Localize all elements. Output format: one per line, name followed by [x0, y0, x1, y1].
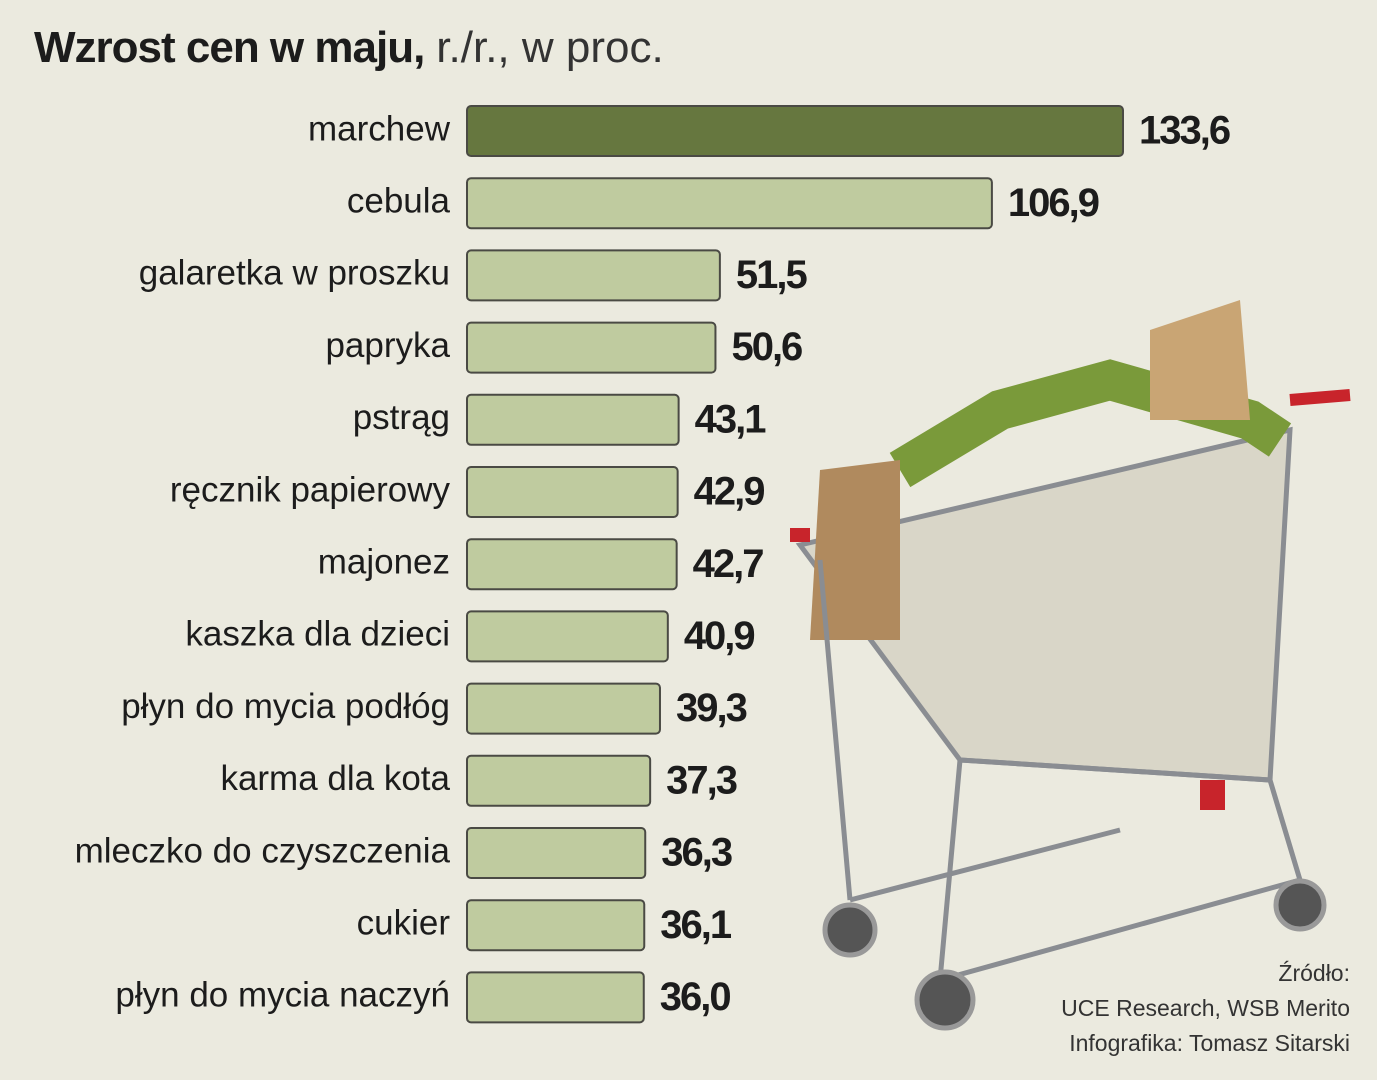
- category-label: ręcznik papierowy: [170, 470, 451, 509]
- bar: [466, 105, 1124, 157]
- bar: [466, 754, 652, 807]
- bar: [466, 321, 717, 374]
- value-label: 42,9: [694, 470, 765, 514]
- bar: [466, 177, 993, 230]
- source-note: UCE Research, WSB Merito: [1061, 995, 1350, 1021]
- bar: [466, 682, 661, 735]
- value-label: 42,7: [693, 542, 764, 586]
- category-label: karma dla kota: [220, 759, 450, 798]
- bar: [466, 538, 678, 591]
- value-label: 40,9: [684, 614, 755, 658]
- category-label: pstrąg: [353, 398, 450, 437]
- category-label: płyn do mycia podłóg: [121, 687, 450, 726]
- category-label: kaszka dla dzieci: [185, 615, 450, 654]
- value-label: 106,9: [1008, 181, 1099, 225]
- value-label: 39,3: [676, 686, 747, 730]
- value-label: 36,1: [660, 903, 732, 947]
- value-label: 51,5: [736, 253, 808, 297]
- category-label: płyn do mycia naczyń: [115, 976, 450, 1015]
- category-label: mleczko do czyszczenia: [75, 831, 451, 870]
- bar: [466, 899, 646, 952]
- value-label: 43,1: [695, 397, 767, 441]
- value-label: 50,6: [731, 325, 802, 369]
- value-label: 36,3: [661, 831, 732, 875]
- category-label: majonez: [318, 542, 450, 581]
- bar: [466, 971, 645, 1024]
- value-label: 133,6: [1139, 109, 1230, 153]
- cart-illustration: [790, 300, 1351, 1031]
- category-label: cebula: [347, 181, 451, 220]
- bar: [466, 610, 669, 663]
- bar: [466, 393, 680, 446]
- bar: [466, 466, 679, 518]
- chart-heading: Wzrost cen w maju, r./r., w proc.: [34, 23, 664, 72]
- bar: [466, 827, 647, 879]
- source-note: Źródło:: [1278, 960, 1350, 986]
- value-label: 37,3: [666, 758, 737, 802]
- source-note: Infografika: Tomasz Sitarski: [1069, 1030, 1350, 1056]
- category-label: cukier: [357, 903, 451, 942]
- value-label: 36,0: [660, 975, 731, 1019]
- category-label: papryka: [325, 326, 450, 365]
- chart-subtitle: r./r., w proc.: [436, 23, 663, 72]
- bar: [466, 249, 721, 302]
- category-label: marchew: [308, 109, 451, 148]
- category-label: galaretka w proszku: [139, 254, 450, 293]
- chart-title: Wzrost cen w maju,: [34, 23, 424, 72]
